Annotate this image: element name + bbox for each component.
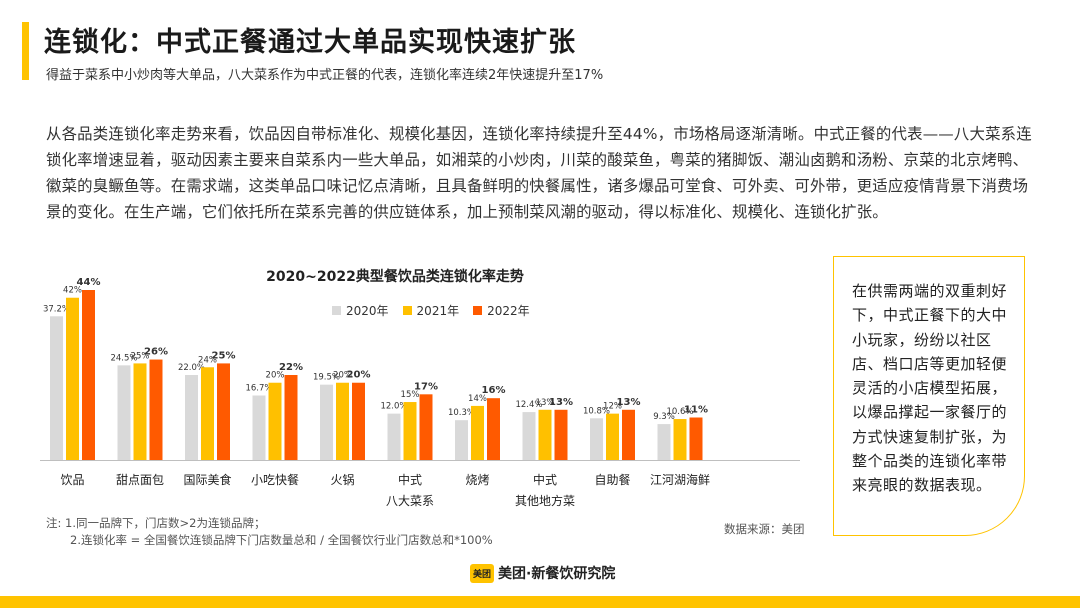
data-source: 数据来源：美团: [724, 522, 805, 536]
data-label-2021年-4: 20%: [333, 371, 352, 381]
data-label-2021年-3: 20%: [266, 371, 285, 381]
bar-2021年-3: [268, 382, 282, 460]
data-label-2022年-1: 26%: [144, 347, 168, 358]
bottom-accent-bar: [0, 596, 1080, 608]
bar-2021年-4: [336, 382, 349, 460]
bar-2020年-5: [387, 413, 401, 460]
legend-swatch-2020: [332, 306, 341, 315]
data-label-2020年-8: 10.8%: [583, 406, 610, 416]
legend-label-2021: 2021年: [416, 304, 460, 318]
data-label-2021年-5: 15%: [401, 390, 420, 400]
bar-2021年-2: [201, 367, 214, 460]
category-label-3-0: 小吃快餐: [251, 472, 299, 487]
bar-2020年-0: [50, 316, 63, 460]
bar-2020年-8: [590, 418, 603, 460]
page-subtitle: 得益于菜系中小炒肉等大单品，八大菜系作为中式正餐的代表，连锁化率连续2年快速提升…: [46, 68, 604, 83]
data-label-2022年-0: 44%: [77, 277, 101, 288]
data-label-2020年-6: 10.3%: [448, 408, 475, 418]
data-label-2022年-4: 20%: [347, 370, 371, 381]
bar-2022年-0: [82, 290, 95, 460]
category-label-8-0: 自助餐: [594, 472, 630, 487]
bar-2021年-7: [538, 409, 552, 460]
data-label-2022年-5: 17%: [414, 381, 438, 392]
data-label-2020年-2: 22.0%: [178, 363, 205, 373]
bar-2022年-6: [487, 398, 500, 460]
data-label-2021年-6: 14%: [468, 394, 487, 404]
meituan-logo: 美团: [470, 563, 495, 583]
category-label-5-1: 八大菜系: [386, 494, 434, 508]
data-label-2020年-7: 12.4%: [515, 400, 542, 410]
data-label-2022年-6: 16%: [482, 385, 506, 396]
category-label-5-0: 中式: [398, 472, 422, 487]
legend-label-2022: 2022年: [487, 304, 530, 318]
bar-2020年-9: [657, 424, 671, 460]
bar-2022年-1: [149, 359, 163, 460]
data-label-2021年-1: 25%: [131, 351, 150, 361]
legend-swatch-2022: [473, 306, 483, 315]
data-label-2020年-3: 16.7%: [245, 383, 272, 393]
data-label-2021年-8: 12%: [603, 402, 622, 412]
bar-2020年-6: [455, 420, 468, 460]
category-label-0-0: 饮品: [60, 473, 84, 487]
bar-2020年-7: [522, 412, 536, 460]
bar-2021年-8: [606, 413, 619, 460]
category-label-7-0: 中式: [533, 472, 557, 487]
bar-2020年-2: [185, 375, 198, 460]
footnote-1: 注: 1.同一品牌下，门店数>2为连锁品牌；: [46, 516, 266, 530]
bar-2022年-8: [622, 409, 635, 460]
data-label-2020年-4: 19.5%: [313, 373, 340, 383]
bar-2020年-3: [252, 395, 266, 460]
data-label-2020年-0: 37.2%: [43, 304, 70, 314]
category-label-4-0: 火锅: [330, 472, 354, 487]
summary-box: [833, 256, 1025, 536]
bar-2020年-1: [117, 365, 131, 460]
category-label-2-0: 国际美食: [183, 472, 231, 487]
data-label-2020年-5: 12.0%: [380, 402, 407, 412]
legend-label-2020: 2020年: [346, 304, 389, 318]
data-label-2022年-3: 22%: [279, 362, 303, 373]
chart-legend: 2020年 2021年 2022年: [332, 302, 530, 319]
bar-2022年-2: [217, 363, 230, 460]
chart-title: 2020~2022典型餐饮品类连锁化率走势: [266, 269, 524, 285]
brand-footer: 美团 美团·新餐饮研究院: [470, 563, 615, 583]
data-label-2022年-8: 13%: [617, 397, 641, 408]
title-accent-bar: [22, 22, 29, 80]
bar-2021年-1: [133, 363, 147, 460]
legend-swatch-2021: [402, 306, 412, 315]
data-label-2021年-2: 24%: [198, 355, 217, 365]
data-label-2021年-9: 10.6%: [666, 407, 693, 417]
legend-item-2022: 2022年: [473, 302, 530, 319]
data-label-2020年-1: 24.5%: [110, 353, 137, 363]
data-label-2021年-7: 13%: [536, 398, 555, 408]
summary-text: 在供需两端的双重刺好下，中式正餐下的大中小玩家，纷纷以社区店、档口店等更加轻便灵…: [852, 282, 1008, 495]
brand-name: 美团·新餐饮研究院: [498, 566, 616, 582]
category-label-6-0: 烧烤: [465, 472, 489, 487]
data-label-2021年-0: 42%: [63, 286, 82, 296]
page-title: 连锁化：中式正餐通过大单品实现快速扩张: [44, 27, 576, 58]
bar-2022年-9: [689, 417, 703, 460]
data-label-2022年-2: 25%: [212, 350, 236, 361]
data-label-2022年-7: 13%: [549, 397, 573, 408]
legend-item-2021: 2021年: [402, 302, 460, 319]
footnote-2: 2.连锁化率 = 全国餐饮连锁品牌下门店数量总和 / 全国餐饮行业门店数总和*1…: [70, 533, 493, 547]
bar-chart: 37.2%42%44%饮品24.5%25%26%甜点面包22.0%24%25%国…: [40, 277, 800, 508]
data-label-2022年-9: 11%: [684, 405, 708, 416]
bar-2022年-4: [352, 382, 365, 460]
bar-2021年-6: [471, 405, 484, 460]
category-label-7-1: 其他地方菜: [515, 493, 575, 508]
bar-2022年-5: [419, 394, 433, 460]
bar-2022年-7: [554, 409, 568, 460]
category-label-9-0: 江河湖海鲜: [650, 472, 710, 487]
bar-2021年-9: [673, 419, 687, 460]
bar-2022年-3: [284, 375, 298, 460]
data-label-2020年-9: 9.3%: [653, 412, 675, 422]
body-paragraph: 从各品类连锁化率走势来看，饮品因自带标准化、规模化基因，连锁化率持续提升至44%…: [46, 125, 1032, 221]
bar-2021年-0: [66, 297, 79, 460]
bar-2020年-4: [320, 384, 333, 460]
bar-2021年-5: [403, 402, 417, 460]
category-label-1-0: 甜点面包: [116, 473, 164, 487]
legend-item-2020: 2020年: [332, 302, 389, 319]
